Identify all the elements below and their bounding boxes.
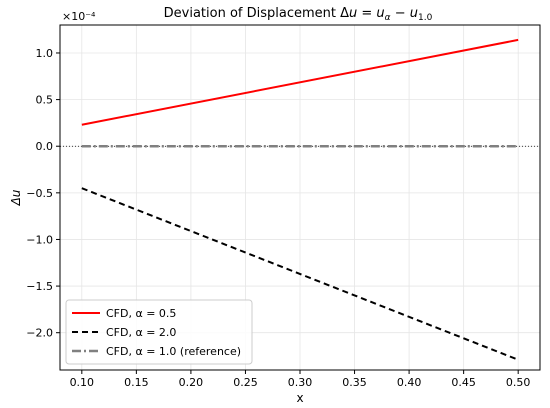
y-tick-label: −1.5 (26, 280, 53, 293)
series-group (81, 38, 519, 361)
legend: CFD, α = 0.5 CFD, α = 2.0 CFD, α = 1.0 (re… (65, 299, 253, 365)
y-tick-label: 0.5 (36, 94, 54, 107)
series-line-2 (81, 187, 519, 361)
x-tick-label: 0.15 (124, 376, 149, 389)
x-tick-label: 0.20 (179, 376, 204, 389)
legend-entry-label: CFD, α = 1.0 (reference) (106, 345, 241, 358)
title-u2: u (376, 6, 384, 21)
x-tick-label: 0.10 (70, 376, 95, 389)
y-tick-label: 0.0 (36, 140, 54, 153)
x-tick-label: 0.25 (233, 376, 258, 389)
y-tick-label: −1.0 (26, 233, 53, 246)
y-ticks: 1.0 0.5 0.0 −0.5 −1.0 −1.5 −2.0 (26, 47, 60, 340)
y-scale-label: ×10⁻⁴ (62, 10, 96, 23)
title-eq: = (357, 6, 376, 21)
title-u3: u (410, 6, 418, 21)
legend-entry-label: CFD, α = 0.5 (106, 307, 176, 320)
x-tick-label: 0.35 (342, 376, 367, 389)
title-sub-ref: 1.0 (418, 13, 433, 23)
title-minus: − (391, 6, 410, 21)
legend-entry-label: CFD, α = 2.0 (106, 326, 176, 339)
chart-title: Deviation of Displacement Δu = uα − u1.0 (164, 6, 433, 23)
title-prefix: Deviation of Displacement Δ (164, 6, 349, 21)
x-ticks: 0.10 0.15 0.20 0.25 0.30 0.35 0.40 0.45 0.50 (70, 370, 531, 389)
y-tick-label: 1.0 (36, 47, 54, 60)
series-line-1 (81, 38, 519, 126)
x-tick-label: 0.30 (288, 376, 313, 389)
y-tick-label: −2.0 (26, 327, 53, 340)
title-u1: u (349, 6, 357, 21)
x-tick-label: 0.45 (451, 376, 476, 389)
x-tick-label: 0.50 (506, 376, 531, 389)
x-axis-label: x (296, 391, 303, 405)
x-tick-label: 0.40 (397, 376, 422, 389)
title-sub-alpha: α (385, 13, 391, 23)
legend-box (65, 299, 253, 365)
plot-frame (59, 24, 541, 371)
y-tick-label: −0.5 (26, 187, 53, 200)
y-axis-label: Δu (9, 189, 23, 206)
